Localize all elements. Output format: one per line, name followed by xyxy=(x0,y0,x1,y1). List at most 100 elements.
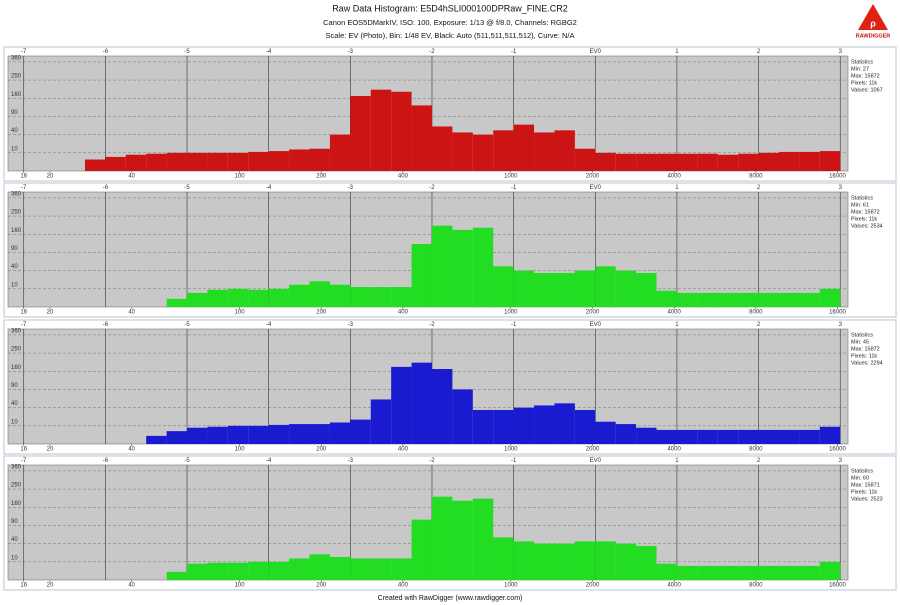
bar xyxy=(493,537,514,580)
bar xyxy=(431,369,453,444)
x2-tick-label: EV0 xyxy=(590,458,602,464)
bar xyxy=(799,151,820,171)
bar xyxy=(289,424,310,444)
bar xyxy=(125,154,147,171)
x-tick-label: 40 xyxy=(128,447,135,453)
bar xyxy=(166,571,188,580)
bar xyxy=(554,403,575,444)
y-tick-label: 160 xyxy=(11,501,22,507)
statistics-text: Pixels: 11k xyxy=(851,353,877,359)
bar xyxy=(717,429,739,444)
bar xyxy=(717,565,739,580)
x-tick-label: 16000 xyxy=(829,174,846,180)
bar xyxy=(574,270,596,307)
y-tick-label: 250 xyxy=(11,210,22,216)
x2-tick-label: 2 xyxy=(757,458,761,464)
x-tick-label: 16 xyxy=(20,583,27,589)
x2-tick-label: -1 xyxy=(511,458,517,464)
statistics-text: Statistics xyxy=(851,468,873,474)
x2-tick-label: -7 xyxy=(21,49,27,55)
bar xyxy=(84,159,106,171)
x2-tick-label: -3 xyxy=(348,185,354,191)
bar xyxy=(697,153,718,171)
x-tick-label: 16 xyxy=(20,310,27,316)
bar xyxy=(350,558,371,580)
x2-tick-label: 2 xyxy=(757,322,761,328)
logo: ρ RAWDIGGER xyxy=(856,4,890,39)
bar xyxy=(676,429,698,444)
x-tick-label: 2000 xyxy=(586,583,600,589)
x-tick-label: 200 xyxy=(316,174,327,180)
bar xyxy=(146,153,167,171)
y-tick-label: 10 xyxy=(11,555,18,561)
statistics-text: Max: 15871 xyxy=(851,482,880,488)
bar xyxy=(411,244,432,307)
bar xyxy=(268,288,290,307)
statistics-text: Pixels: 11k xyxy=(851,489,877,495)
bar xyxy=(472,227,494,307)
statistics-text: Max: 15872 xyxy=(851,209,880,215)
footer: Created with RawDigger (www.rawdigger.co… xyxy=(378,595,523,602)
y-tick-label: 90 xyxy=(11,383,18,389)
x-tick-label: 8000 xyxy=(749,174,763,180)
bar xyxy=(105,156,126,171)
bar xyxy=(799,565,820,580)
chart-title: Raw Data Histogram: E5D4hSLI000100DPRaw_… xyxy=(332,3,568,13)
bar xyxy=(207,152,228,171)
y-tick-label: 160 xyxy=(11,228,22,234)
statistics-text: Values: 2523 xyxy=(851,496,883,502)
x-tick-label: 200 xyxy=(316,583,327,589)
y-tick-label: 40 xyxy=(11,537,18,543)
bar xyxy=(493,409,514,444)
bar xyxy=(819,426,841,444)
bar xyxy=(146,435,167,444)
statistics-text: Values: 2294 xyxy=(851,360,883,366)
x2-tick-label: -2 xyxy=(429,458,435,464)
bar xyxy=(370,89,392,171)
y-tick-label: 250 xyxy=(11,483,22,489)
histogram-panel: 10 40 90 160 250 360-7 -6 -5 -4 -3 -2 -1 EV0 1 2 3 16 20 4… xyxy=(3,455,897,591)
x2-tick-label: 1 xyxy=(675,458,679,464)
y-tick-label: 360 xyxy=(11,55,22,61)
x2-tick-label: -1 xyxy=(511,322,517,328)
chart-subtitle: Canon EOS5DMarkIV, ISO: 100, Exposure: 1… xyxy=(323,18,577,27)
statistics-text: Min: 60 xyxy=(851,475,869,481)
x2-tick-label: -6 xyxy=(103,49,109,55)
bar xyxy=(717,154,739,171)
bar xyxy=(636,545,657,580)
bar xyxy=(819,151,841,171)
bar xyxy=(329,557,351,580)
x2-tick-label: -7 xyxy=(21,322,27,328)
x-tick-label: 2000 xyxy=(586,310,600,316)
bar xyxy=(350,96,371,171)
x2-tick-label: 3 xyxy=(839,322,843,328)
x-tick-label: 16 xyxy=(20,447,27,453)
x2-tick-label: -4 xyxy=(266,458,272,464)
x-tick-label: 2000 xyxy=(586,174,600,180)
y-tick-label: 360 xyxy=(11,191,22,197)
bar xyxy=(391,558,412,580)
bar xyxy=(493,130,514,171)
bar xyxy=(758,292,779,307)
statistics-text: Statistics xyxy=(851,59,873,65)
x-tick-label: 100 xyxy=(235,583,246,589)
bar xyxy=(370,399,392,444)
x2-tick-label: -2 xyxy=(429,185,435,191)
x-tick-label: 20 xyxy=(47,310,54,316)
bar xyxy=(615,270,637,307)
x-tick-label: 8000 xyxy=(749,310,763,316)
x-tick-label: 400 xyxy=(398,310,409,316)
x2-tick-label: -4 xyxy=(266,322,272,328)
bar xyxy=(472,134,494,171)
bar xyxy=(738,429,759,444)
x-tick-label: 16000 xyxy=(829,447,846,453)
bar xyxy=(411,105,432,171)
bar xyxy=(513,270,535,307)
x2-tick-label: -6 xyxy=(103,322,109,328)
bar xyxy=(595,421,616,444)
bar xyxy=(370,287,392,307)
bar xyxy=(166,431,188,444)
bar xyxy=(289,558,310,580)
histogram-panel: 10 40 90 160 250 360-7 -6 -5 -4 -3 -2 -1 EV0 1 2 3 16 20 4… xyxy=(3,319,897,455)
bar xyxy=(697,565,718,580)
